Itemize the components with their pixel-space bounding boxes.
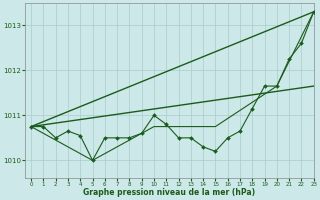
X-axis label: Graphe pression niveau de la mer (hPa): Graphe pression niveau de la mer (hPa) [83, 188, 255, 197]
